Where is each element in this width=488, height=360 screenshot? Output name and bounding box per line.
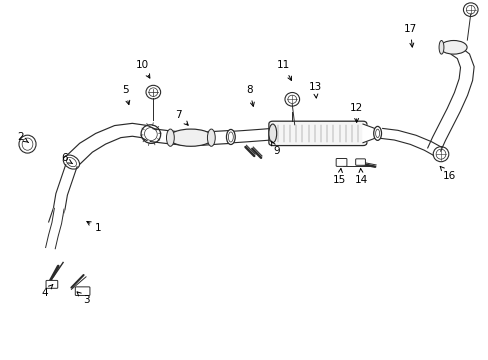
FancyBboxPatch shape — [355, 159, 365, 165]
FancyBboxPatch shape — [268, 121, 366, 145]
Text: 11: 11 — [276, 60, 291, 81]
Text: 5: 5 — [122, 85, 129, 104]
Text: 6: 6 — [61, 153, 72, 164]
Text: 16: 16 — [439, 166, 455, 181]
Ellipse shape — [166, 129, 174, 146]
Ellipse shape — [168, 129, 212, 146]
Text: 15: 15 — [332, 168, 346, 185]
Text: 9: 9 — [271, 141, 279, 156]
Text: 14: 14 — [354, 168, 367, 185]
Text: 12: 12 — [349, 103, 363, 122]
Ellipse shape — [226, 130, 235, 144]
Polygon shape — [233, 129, 273, 143]
Polygon shape — [427, 48, 473, 151]
Ellipse shape — [438, 41, 443, 54]
Polygon shape — [66, 123, 156, 164]
Text: 13: 13 — [308, 82, 321, 98]
Text: 7: 7 — [175, 111, 188, 125]
FancyBboxPatch shape — [46, 280, 58, 288]
Ellipse shape — [207, 129, 215, 146]
Text: 8: 8 — [245, 85, 254, 106]
Ellipse shape — [439, 41, 466, 54]
Polygon shape — [150, 129, 230, 145]
FancyBboxPatch shape — [75, 287, 90, 296]
Text: 10: 10 — [135, 60, 149, 78]
Text: 2: 2 — [17, 132, 28, 143]
Ellipse shape — [373, 126, 381, 140]
Polygon shape — [48, 165, 77, 224]
Ellipse shape — [268, 124, 276, 143]
Text: 1: 1 — [87, 221, 102, 233]
Text: 4: 4 — [41, 284, 53, 298]
Polygon shape — [380, 129, 441, 155]
Text: 17: 17 — [403, 24, 416, 47]
Polygon shape — [45, 208, 64, 249]
Text: 3: 3 — [77, 292, 89, 305]
Polygon shape — [362, 124, 377, 143]
FancyBboxPatch shape — [335, 158, 346, 166]
